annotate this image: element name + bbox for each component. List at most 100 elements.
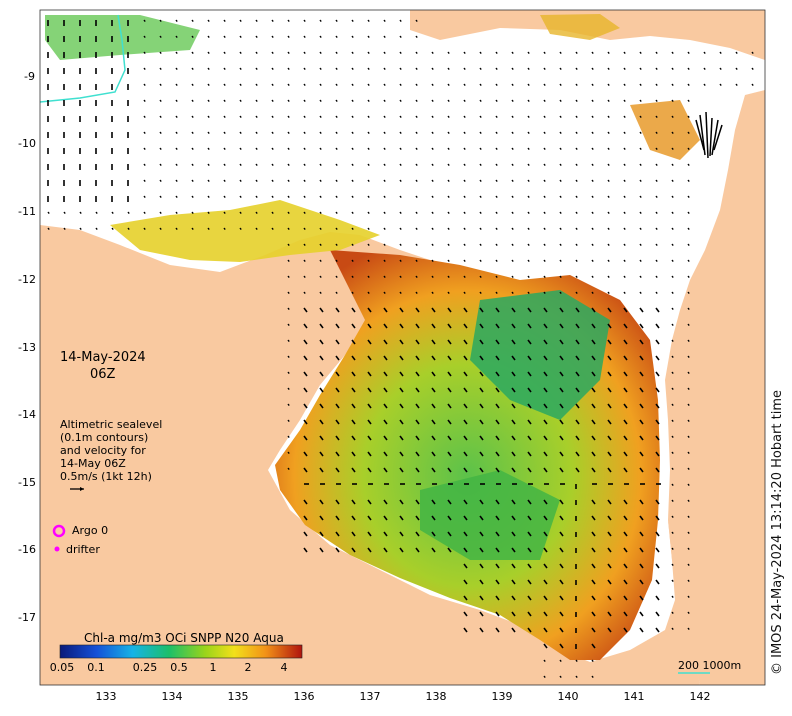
velocity-arrow bbox=[175, 99, 178, 103]
velocity-arrow bbox=[367, 291, 370, 295]
velocity-arrow bbox=[591, 547, 596, 553]
velocity-arrow bbox=[607, 515, 612, 521]
velocity-arrow bbox=[303, 243, 306, 247]
velocity-arrow bbox=[447, 147, 450, 151]
velocity-arrow bbox=[239, 51, 242, 55]
velocity-arrow bbox=[495, 435, 500, 441]
velocity-arrow bbox=[639, 51, 642, 55]
lon-tick: 140 bbox=[557, 690, 579, 703]
velocity-arrow bbox=[351, 323, 356, 329]
velocity-arrow bbox=[559, 275, 562, 279]
plot-frame bbox=[39, 9, 766, 686]
velocity-arrow bbox=[415, 211, 418, 215]
velocity-arrow bbox=[383, 115, 386, 119]
velocity-arrow bbox=[399, 179, 402, 183]
velocity-arrow bbox=[303, 451, 308, 457]
velocity-arrow bbox=[415, 451, 420, 457]
velocity-arrow bbox=[383, 371, 388, 377]
velocity-arrow bbox=[399, 435, 404, 441]
velocity-arrow bbox=[351, 307, 356, 313]
velocity-arrow bbox=[559, 579, 564, 585]
velocity-arrow bbox=[463, 227, 466, 231]
velocity-arrow bbox=[559, 179, 562, 183]
velocity-arrow bbox=[351, 227, 354, 231]
sealevel-contour bbox=[39, 14, 126, 103]
velocity-arrow bbox=[431, 419, 436, 425]
velocity-arrow bbox=[559, 339, 564, 345]
velocity-arrow bbox=[431, 67, 434, 71]
velocity-arrow bbox=[559, 323, 564, 329]
velocity-arrow bbox=[159, 19, 162, 23]
lon-tick: 142 bbox=[689, 690, 711, 703]
velocity-arrow bbox=[463, 355, 468, 361]
velocity-arrow bbox=[351, 451, 356, 457]
velocity-arrow bbox=[543, 291, 546, 295]
velocity-arrow bbox=[623, 531, 628, 537]
velocity-arrow bbox=[511, 339, 516, 345]
velocity-arrow bbox=[623, 435, 628, 441]
velocity-arrows bbox=[47, 19, 754, 679]
velocity-arrow bbox=[575, 243, 578, 247]
velocity-arrow bbox=[383, 531, 388, 537]
velocity-arrow bbox=[671, 611, 674, 615]
velocity-arrow bbox=[415, 323, 420, 329]
velocity-arrow bbox=[623, 387, 628, 393]
velocity-arrow bbox=[607, 99, 610, 103]
velocity-arrow bbox=[479, 371, 484, 377]
velocity-arrow bbox=[655, 387, 660, 393]
velocity-arrow bbox=[671, 163, 674, 167]
velocity-arrow bbox=[639, 83, 642, 87]
velocity-arrow bbox=[623, 227, 626, 231]
velocity-arrow bbox=[543, 355, 548, 361]
velocity-arrow bbox=[559, 51, 562, 55]
velocity-arrow bbox=[415, 19, 418, 23]
velocity-arrow bbox=[287, 435, 290, 439]
velocity-arrow bbox=[591, 531, 596, 537]
velocity-arrow bbox=[271, 131, 274, 135]
velocity-arrow bbox=[287, 19, 290, 23]
velocity-arrow bbox=[527, 499, 532, 505]
velocity-arrow bbox=[463, 291, 466, 295]
velocity-arrow bbox=[479, 531, 484, 537]
velocity-arrow bbox=[287, 387, 290, 391]
velocity-arrow bbox=[351, 67, 354, 71]
velocity-arrow bbox=[527, 243, 530, 247]
velocity-arrow bbox=[351, 115, 354, 119]
coastal-chlorophyll bbox=[45, 15, 200, 60]
velocity-arrow bbox=[511, 515, 516, 521]
velocity-arrow bbox=[463, 259, 466, 263]
velocity-arrow bbox=[591, 643, 596, 649]
velocity-arrow bbox=[335, 195, 338, 199]
velocity-arrow bbox=[287, 163, 290, 167]
velocity-arrow bbox=[575, 659, 578, 663]
velocity-arrow bbox=[383, 419, 388, 425]
velocity-arrow bbox=[719, 83, 722, 87]
velocity-arrow bbox=[511, 611, 516, 617]
velocity-arrow bbox=[159, 179, 162, 183]
velocity-arrow bbox=[319, 371, 324, 377]
velocity-arrow bbox=[319, 227, 322, 231]
velocity-arrow bbox=[255, 211, 258, 215]
velocity-arrow bbox=[207, 211, 210, 215]
velocity-arrow bbox=[287, 371, 290, 375]
velocity-arrow bbox=[687, 67, 690, 71]
velocity-arrow bbox=[239, 163, 242, 167]
velocity-arrow bbox=[287, 339, 290, 343]
velocity-arrow bbox=[623, 259, 626, 263]
velocity-arrow bbox=[383, 51, 386, 55]
velocity-arrow bbox=[463, 627, 468, 633]
velocity-arrow bbox=[447, 499, 452, 505]
velocity-arrow bbox=[447, 547, 452, 553]
velocity-arrow bbox=[207, 227, 210, 231]
velocity-arrow bbox=[607, 419, 612, 425]
velocity-arrow bbox=[607, 595, 612, 601]
velocity-arrow bbox=[639, 355, 644, 361]
velocity-arrow bbox=[367, 51, 370, 55]
velocity-arrow bbox=[607, 451, 612, 457]
velocity-arrow bbox=[431, 515, 436, 521]
velocity-arrow bbox=[319, 195, 322, 199]
velocity-arrow bbox=[415, 467, 420, 473]
velocity-arrow bbox=[447, 531, 452, 537]
velocity-arrow bbox=[559, 643, 564, 649]
velocity-arrow bbox=[559, 435, 564, 441]
